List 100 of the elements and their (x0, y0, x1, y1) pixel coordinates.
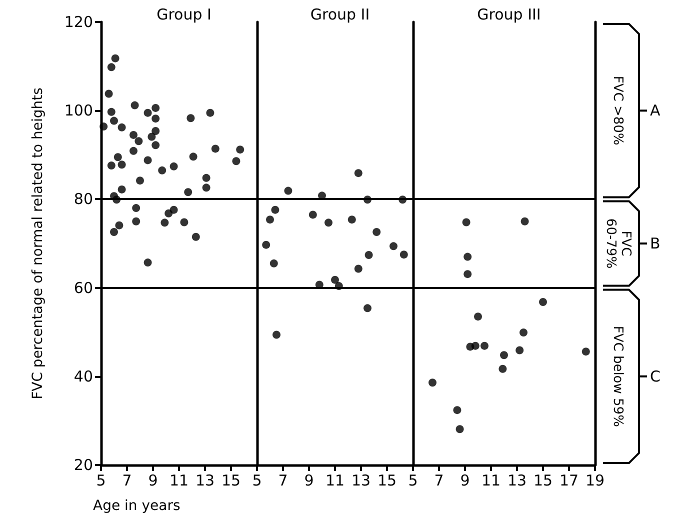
x-tick-label: 19 (585, 472, 605, 490)
point (266, 216, 274, 224)
point (453, 406, 462, 414)
point (170, 206, 178, 214)
point (115, 221, 124, 230)
point (520, 217, 529, 226)
point (152, 141, 160, 150)
point (271, 206, 280, 214)
point (398, 196, 407, 204)
x-tick-label: 7 (278, 472, 288, 490)
point (471, 342, 480, 350)
point (100, 122, 108, 131)
point (152, 126, 160, 135)
x-tick-label: 17 (559, 472, 579, 490)
point (186, 114, 195, 122)
y-tick-label: 20 (74, 456, 93, 474)
point (262, 240, 270, 249)
x-tick-label: 15 (533, 472, 553, 490)
y-axis-title: FVC percentage of normal related to heights (30, 88, 46, 400)
x-axis-title: Age in years (93, 498, 180, 514)
chart-title: Group I (156, 6, 212, 24)
point (110, 228, 118, 236)
point (114, 153, 122, 162)
point (480, 342, 488, 350)
text: A (650, 102, 661, 120)
point (364, 251, 373, 260)
point (272, 330, 280, 339)
point (184, 188, 192, 196)
point (456, 425, 464, 434)
x-tick-label: 13 (507, 472, 527, 490)
point (118, 123, 126, 132)
point (130, 130, 138, 139)
point (112, 196, 121, 204)
y-tick-label: 100 (64, 102, 93, 120)
point (107, 63, 116, 72)
point (148, 132, 156, 141)
x-tick-label: 7 (122, 472, 132, 490)
point (331, 276, 339, 284)
chart-title: Group II (310, 6, 370, 24)
point (160, 218, 169, 227)
point (516, 346, 524, 354)
point (354, 169, 362, 178)
point (428, 378, 436, 387)
point (144, 108, 152, 117)
point (132, 204, 140, 212)
x-tick-label: 5 (252, 472, 262, 490)
y-tick-label: 40 (74, 367, 93, 386)
point (232, 157, 240, 166)
x-tick-label: 13 (195, 472, 215, 490)
point (110, 116, 118, 125)
point (206, 108, 214, 117)
x-tick-label: 11 (481, 472, 501, 490)
x-tick-label: 9 (304, 472, 314, 490)
point (189, 152, 198, 161)
x-tick-label: 5 (408, 472, 418, 490)
point (118, 160, 126, 169)
x-tick-label: 13 (351, 472, 371, 490)
point (464, 252, 472, 261)
text: FVC 60-79% (603, 218, 633, 269)
x-tick-label: 15 (377, 472, 397, 490)
point (334, 282, 343, 290)
point (270, 259, 278, 268)
point (202, 174, 210, 182)
x-tick-label: 5 (96, 472, 106, 490)
point (202, 184, 210, 192)
point (364, 196, 372, 204)
point (130, 146, 138, 155)
point (236, 146, 244, 154)
x-tick-label: 9 (148, 472, 158, 490)
point (364, 304, 372, 312)
point (474, 312, 482, 321)
text: B (650, 234, 660, 252)
point (284, 186, 292, 195)
point (500, 351, 508, 360)
point (180, 218, 188, 226)
point (107, 162, 116, 170)
point (152, 104, 160, 112)
point (111, 54, 120, 62)
point (372, 228, 381, 236)
point (130, 101, 139, 110)
x-tick-label: 7 (434, 472, 444, 490)
text: FVC below 59% (610, 326, 625, 427)
point (464, 270, 472, 278)
text: FVC >80% (610, 76, 625, 146)
text: C (650, 367, 660, 386)
point (132, 217, 140, 226)
y-tick-label: 60 (74, 278, 93, 297)
point (498, 364, 507, 373)
point (192, 232, 200, 241)
point (520, 328, 528, 337)
point (104, 90, 113, 98)
point (308, 210, 317, 219)
point (390, 242, 398, 250)
point (144, 258, 152, 267)
point (152, 114, 160, 123)
point (400, 250, 408, 259)
point (136, 176, 144, 185)
x-tick-label: 15 (221, 472, 241, 490)
point (539, 298, 547, 306)
x-tick-label: 11 (325, 472, 345, 490)
